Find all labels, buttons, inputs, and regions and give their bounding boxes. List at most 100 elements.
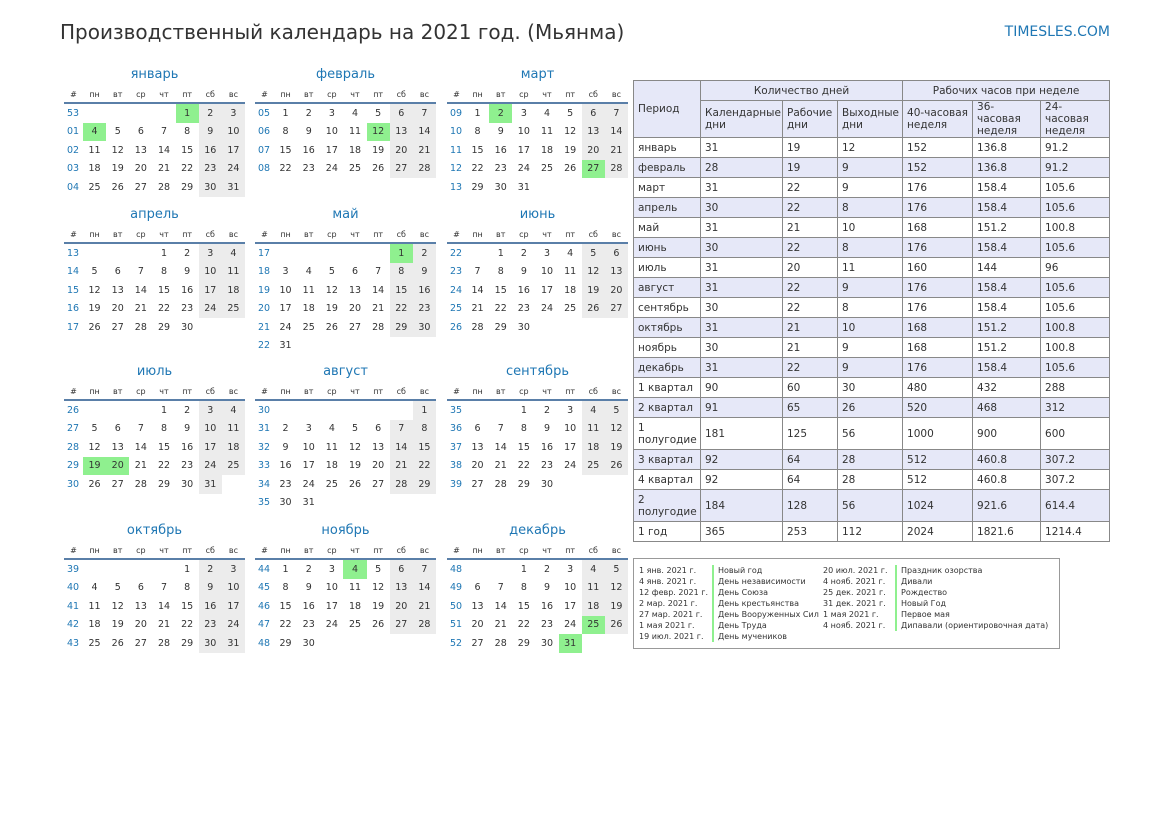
day-cell: 9 (520, 266, 527, 278)
day-cell: 17 (540, 284, 554, 296)
day-cell: 25 (88, 637, 101, 649)
day-cell: 21 (494, 460, 507, 472)
empty-cell (559, 318, 582, 337)
day-cell: 10 (517, 126, 530, 138)
summary-value: 105.6 (1040, 297, 1111, 318)
weekday-header: # (255, 87, 274, 104)
summary-value: 30 (700, 237, 783, 258)
empty-cell (274, 400, 297, 420)
day-cell: 2 (412, 243, 436, 263)
day-cell: 13 (471, 441, 484, 453)
summary-value: 56 (836, 417, 904, 450)
week-number: 44 (258, 563, 271, 575)
month-name: июль (136, 364, 173, 379)
weekday-header: пт (175, 227, 199, 244)
month-calendar: октябрь # пн вт ср чт пт сб вс 39 1 2 3 40 4 5 6 7 8 9 10 41 1… (64, 522, 245, 653)
day-cell: 2 (489, 103, 513, 123)
empty-cell (320, 400, 343, 420)
holiday-name: День крестьянства (712, 598, 799, 609)
empty-cell (605, 318, 628, 337)
day-cell: 3 (221, 559, 245, 579)
day-cell: 24 (564, 460, 577, 472)
weekday-header: вс (604, 384, 628, 401)
day-cell: 13 (389, 122, 413, 141)
day-cell: 15 (517, 600, 530, 612)
summary-value: 105.6 (1040, 177, 1111, 198)
weekday-header: пн (274, 227, 298, 244)
week-number: 41 (67, 600, 80, 612)
day-cell: 23 (412, 299, 436, 318)
day-cell: 16 (181, 284, 194, 296)
day-cell: 1 (282, 107, 289, 119)
day-cell: 2 (184, 404, 191, 416)
day-cell: 18 (581, 438, 605, 457)
summary-row: 3 квартал 92 64 28 512 460.8 307.2 (633, 449, 1111, 470)
month-name: ноябрь (321, 523, 370, 538)
col-work-days: Рабочие дни (782, 100, 838, 138)
day-cell: 8 (412, 419, 436, 438)
weekday-header: сб (198, 87, 222, 104)
week-number: 33 (258, 460, 271, 472)
weekday-header: пн (466, 384, 490, 401)
summary-value: 158.4 (972, 177, 1042, 198)
empty-cell (343, 634, 366, 653)
week-number: 26 (67, 404, 80, 416)
day-cell: 28 (157, 181, 171, 193)
empty-cell (106, 243, 129, 263)
weekday-header: пт (175, 384, 199, 401)
empty-cell (605, 634, 628, 653)
weekday-header: чт (152, 87, 176, 104)
month-name: сентябрь (506, 364, 569, 379)
day-cell: 28 (389, 475, 413, 494)
day-cell: 14 (412, 578, 436, 597)
day-cell: 27 (471, 637, 484, 649)
day-cell: 10 (198, 262, 222, 281)
day-cell: 27 (604, 299, 628, 318)
day-cell: 23 (302, 163, 315, 175)
day-cell: 3 (520, 107, 527, 119)
day-cell: 30 (198, 178, 222, 197)
weekday-header: пт (366, 543, 390, 560)
summary-value: 158.4 (972, 277, 1042, 298)
summary-value: 21 (782, 217, 838, 238)
day-cell: 22 (389, 299, 413, 318)
site-link[interactable]: TIMESLES.COM (1004, 24, 1110, 40)
holiday-item: 1 янв. 2021 г. Новый год (639, 565, 823, 576)
weekday-header: вт (489, 227, 513, 244)
week-number: 48 (258, 637, 271, 649)
weekday-header: пн (83, 543, 107, 560)
empty-cell (222, 318, 245, 337)
day-cell: 3 (221, 103, 245, 123)
day-cell: 24 (198, 456, 222, 475)
day-cell: 30 (279, 497, 292, 509)
weekday-header: вт (106, 227, 130, 244)
day-cell: 30 (540, 478, 554, 490)
day-cell: 15 (181, 600, 194, 612)
week-number: 18 (258, 266, 271, 278)
period-label: январь (633, 137, 701, 158)
week-number: 21 (258, 321, 271, 333)
period-label: сентябрь (633, 297, 701, 318)
weekday-header: чт (535, 384, 559, 401)
day-cell: 24 (198, 299, 222, 318)
day-cell: 24 (325, 619, 338, 631)
day-cell: 12 (111, 600, 124, 612)
holiday-date: 1 мая 2021 г. (823, 610, 879, 619)
day-cell: 9 (543, 423, 551, 435)
day-cell: 17 (198, 281, 222, 300)
summary-value: 288 (1040, 377, 1111, 398)
month-name: январь (130, 67, 179, 82)
day-cell: 10 (564, 423, 577, 435)
day-cell: 26 (372, 619, 385, 631)
day-cell: 14 (157, 144, 171, 156)
summary-row: апрель 30 22 8 176 158.4 105.6 (633, 197, 1111, 218)
day-cell: 19 (604, 438, 628, 457)
summary-value: 91.2 (1040, 137, 1111, 158)
summary-value: 10 (836, 317, 904, 338)
weekday-header: пт (558, 87, 582, 104)
period-label: февраль (633, 157, 701, 178)
summary-value: 10 (836, 217, 904, 238)
summary-value: 19 (782, 137, 838, 158)
day-cell: 2 (198, 103, 222, 123)
day-cell: 21 (471, 303, 484, 315)
